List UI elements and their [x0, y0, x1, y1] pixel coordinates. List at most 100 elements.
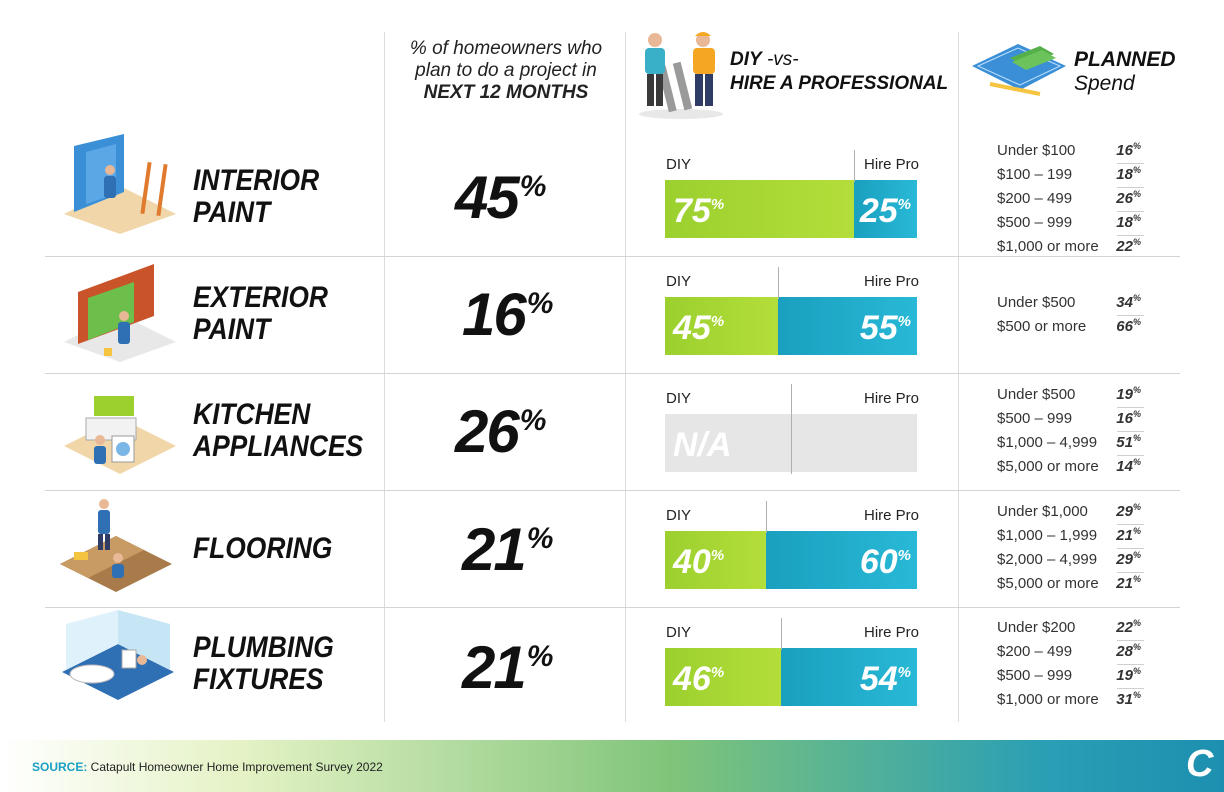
catapult-logo: C: [1186, 743, 1214, 785]
header-line-1: % of homeowners who: [409, 38, 603, 59]
row-divider: [45, 256, 1180, 257]
pro-value: 25%: [860, 192, 911, 231]
percent-symbol: %: [1132, 433, 1141, 443]
spend-row: $200 – 499 28%: [997, 641, 1141, 665]
header-vs: -vs-: [761, 49, 799, 70]
spend-row: $1,000 or more 22%: [997, 236, 1141, 260]
pro-value: 54%: [860, 660, 911, 699]
workers-illustration: [639, 32, 723, 119]
spend-divider: [1117, 548, 1144, 549]
column-divider: [625, 32, 626, 722]
spend-range: Under $200: [997, 619, 1076, 636]
spend-value: 51%: [1116, 433, 1141, 451]
spend-value: 29%: [1116, 550, 1141, 568]
diy-segment: 45%: [665, 297, 778, 355]
category-line-1: FLOORING: [193, 532, 333, 565]
pro-number: 55: [859, 309, 898, 347]
percent-symbol: %: [519, 404, 547, 437]
diy-label: DIY: [666, 273, 692, 290]
spend-value: 21%: [1116, 526, 1141, 544]
percent-value: 21: [462, 516, 527, 583]
spend-number: 31: [1116, 691, 1133, 708]
bar-split-tick: [854, 150, 855, 182]
spend-range: $2,000 – 4,999: [997, 551, 1098, 568]
spend-number: 14: [1116, 458, 1133, 475]
spend-range: $500 – 999: [997, 214, 1073, 231]
diy-value: 75%: [673, 192, 724, 231]
percent-symbol: %: [526, 287, 554, 320]
spend-divider: [1117, 187, 1144, 188]
percent-symbol: %: [1132, 550, 1141, 560]
diy-label: DIY: [666, 507, 692, 524]
spend-number: 26: [1116, 190, 1133, 207]
spend-row: $500 – 999 19%: [997, 665, 1141, 689]
category-exterior-paint: EXTERIOR PAINT: [193, 282, 328, 346]
spend-range: $5,000 or more: [997, 575, 1099, 592]
spend-range: $500 or more: [997, 318, 1087, 335]
diy-pro-bar: 46% 54%: [665, 648, 917, 706]
header-planned-spend: PLANNED Spend: [1074, 48, 1176, 96]
spend-range: $5,000 or more: [997, 458, 1099, 475]
category-line-2: APPLIANCES: [193, 430, 364, 463]
spend-row: $200 – 499 26%: [997, 188, 1141, 212]
spend-row: $2,000 – 4,999 29%: [997, 549, 1141, 573]
percent-symbol: %: [526, 522, 554, 555]
percent-symbol: %: [1132, 189, 1141, 199]
column-divider: [384, 32, 385, 722]
spend-row: Under $500 34%: [997, 292, 1141, 316]
spend-value: 22%: [1116, 618, 1141, 636]
plumbing-illustration: [62, 610, 174, 700]
diy-pro-bar: 75% 25%: [665, 180, 917, 238]
percent-symbol: %: [710, 196, 725, 213]
spend-divider: [1117, 407, 1144, 408]
pro-segment: 55%: [778, 297, 917, 355]
spend-row: $1,000 – 1,999 21%: [997, 525, 1141, 549]
footer-band: [0, 740, 1224, 792]
spend-number: 21: [1116, 575, 1133, 592]
diy-number: 75: [673, 192, 711, 230]
spend-divider: [1117, 235, 1144, 236]
spend-divider: [1117, 315, 1144, 316]
percent-symbol: %: [1132, 642, 1141, 652]
column-divider: [958, 32, 959, 722]
spend-range: $1,000 or more: [997, 691, 1099, 708]
percent-symbol: %: [1132, 618, 1141, 628]
hire-pro-label: Hire Pro: [864, 156, 920, 173]
category-line-2: FIXTURES: [193, 663, 324, 696]
exterior-paint-illustration: [64, 264, 176, 362]
spend-number: 29: [1116, 503, 1133, 520]
pro-segment: 54%: [781, 648, 917, 706]
hire-pro-label: Hire Pro: [864, 390, 920, 407]
spend-divider: [1117, 688, 1144, 689]
percent-value: 26: [455, 398, 520, 465]
percent-symbol: %: [897, 313, 911, 330]
bar-split-tick: [778, 267, 779, 299]
diy-pro-bar: 45% 55%: [665, 297, 917, 355]
pro-number: 25: [859, 192, 898, 230]
spend-number: 16: [1116, 142, 1133, 159]
spend-divider: [1117, 455, 1144, 456]
header-line-3: NEXT 12 MONTHS: [423, 82, 589, 103]
spend-range: $200 – 499: [997, 643, 1073, 660]
category-line-1: INTERIOR: [193, 164, 320, 197]
percent-symbol: %: [1132, 666, 1141, 676]
percent-symbol: %: [1132, 237, 1141, 247]
spend-number: 22: [1116, 619, 1133, 636]
pro-value: 60%: [860, 543, 911, 582]
percent-symbol: %: [526, 640, 554, 673]
spend-number: 51: [1116, 434, 1133, 451]
percent-symbol: %: [710, 664, 725, 681]
spend-range: Under $100: [997, 142, 1076, 159]
spend-range: Under $500: [997, 386, 1076, 403]
spend-value: 66%: [1116, 317, 1141, 335]
spend-divider: [1117, 431, 1144, 432]
diy-value: 40%: [673, 543, 724, 582]
percent-interior-paint: 45%: [455, 168, 565, 239]
percent-symbol: %: [897, 196, 911, 213]
percent-value: 21: [462, 634, 527, 701]
spend-range: $1,000 – 1,999: [997, 527, 1098, 544]
spend-range: $100 – 199: [997, 166, 1073, 183]
percent-symbol: %: [1132, 526, 1141, 536]
spend-row: Under $200 22%: [997, 617, 1141, 641]
spend-row: $500 or more 66%: [997, 316, 1141, 340]
